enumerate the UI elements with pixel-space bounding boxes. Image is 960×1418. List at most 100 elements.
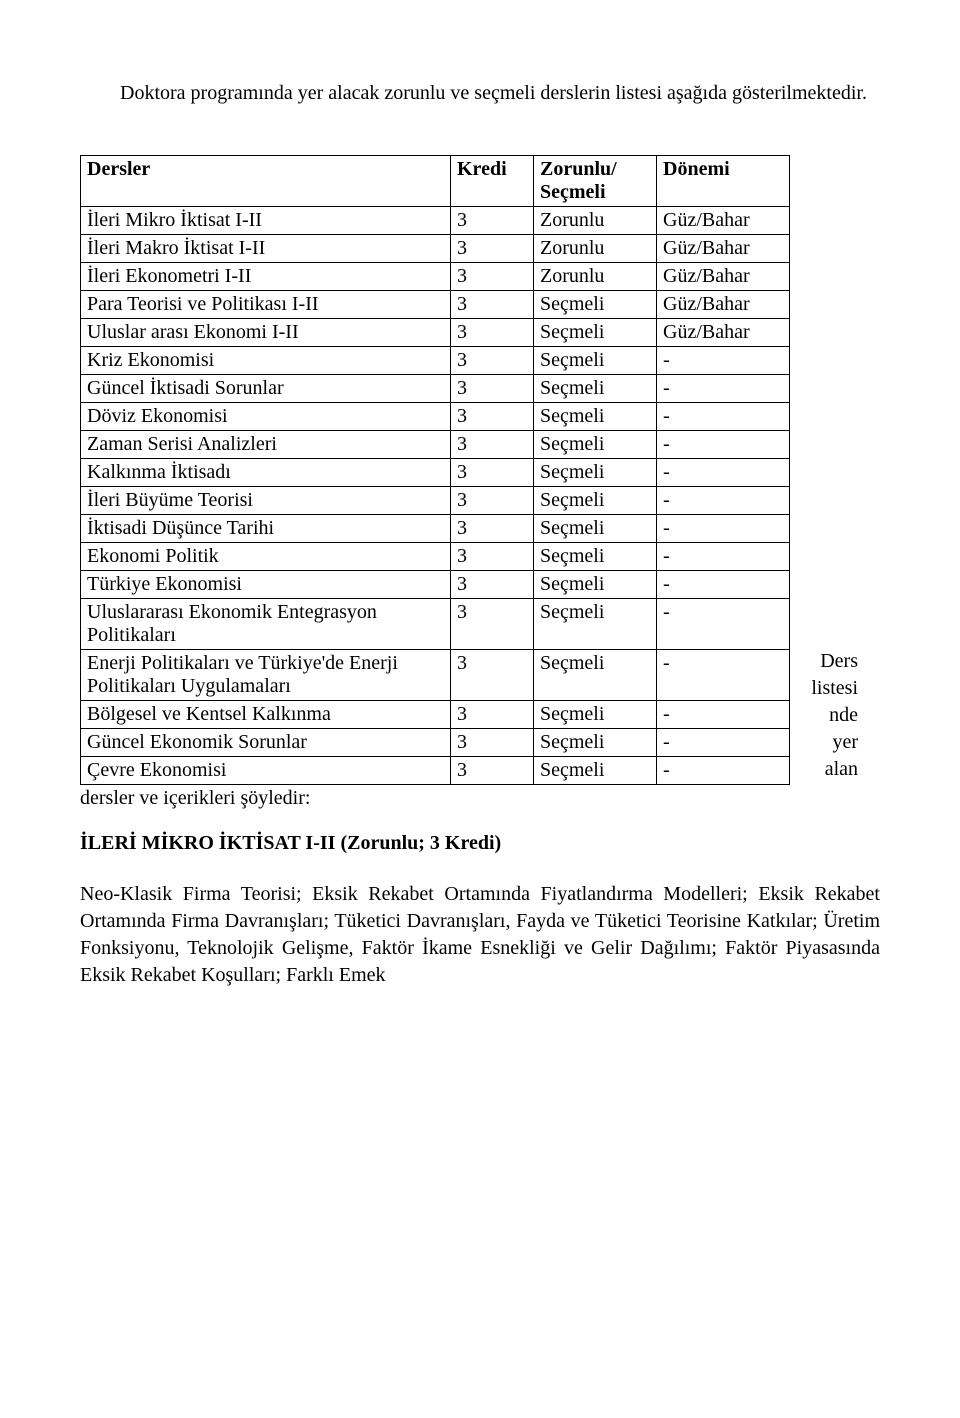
cell-zs: Seçmeli [534,729,657,757]
cell-donem: - [657,599,790,650]
cell-kredi: 3 [451,515,534,543]
col-kredi: Kredi [451,156,534,207]
col-donem: Dönemi [657,156,790,207]
cell-ders: İleri Büyüme Teorisi [81,487,451,515]
cell-kredi: 3 [451,375,534,403]
cell-ders: Ekonomi Politik [81,543,451,571]
cell-zs: Seçmeli [534,431,657,459]
side-note-line: listesi [811,677,858,699]
cell-zs: Seçmeli [534,701,657,729]
table-row: Enerji Politikaları ve Türkiye'de Enerji… [81,650,790,701]
cell-zs: Seçmeli [534,650,657,701]
cell-zs: Seçmeli [534,347,657,375]
table-row: Uluslararası Ekonomik Entegrasyon Politi… [81,599,790,650]
cell-donem: Güz/Bahar [657,235,790,263]
cell-ders: Güncel Ekonomik Sorunlar [81,729,451,757]
cell-ders: İleri Makro İktisat I-II [81,235,451,263]
cell-ders: Kalkınma İktisadı [81,459,451,487]
cell-zs: Zorunlu [534,263,657,291]
table-row: Kalkınma İktisadı3Seçmeli- [81,459,790,487]
courses-table: Dersler Kredi Zorunlu/ Seçmeli Dönemi İl… [80,155,790,785]
cell-zs: Seçmeli [534,543,657,571]
table-wrapper: Dersler Kredi Zorunlu/ Seçmeli Dönemi İl… [80,155,880,785]
col-dersler: Dersler [81,156,451,207]
cell-ders: Zaman Serisi Analizleri [81,431,451,459]
col-zorunlu-secmeli: Zorunlu/ Seçmeli [534,156,657,207]
cell-donem: - [657,515,790,543]
cell-kredi: 3 [451,291,534,319]
table-row: Bölgesel ve Kentsel Kalkınma3Seçmeli- [81,701,790,729]
side-note-line: yer [832,731,858,753]
cell-kredi: 3 [451,487,534,515]
cell-donem: - [657,431,790,459]
cell-kredi: 3 [451,650,534,701]
cell-zs: Seçmeli [534,487,657,515]
cell-donem: - [657,543,790,571]
cell-zs: Seçmeli [534,571,657,599]
side-note-line: Ders [820,650,858,672]
cell-zs: Seçmeli [534,515,657,543]
table-row: Para Teorisi ve Politikası I-II3SeçmeliG… [81,291,790,319]
cell-kredi: 3 [451,207,534,235]
cell-ders: Kriz Ekonomisi [81,347,451,375]
cell-ders: İktisadi Düşünce Tarihi [81,515,451,543]
cell-zs: Seçmeli [534,319,657,347]
cell-donem: - [657,347,790,375]
cell-donem: Güz/Bahar [657,291,790,319]
cell-donem: - [657,375,790,403]
cell-zs: Seçmeli [534,291,657,319]
cell-kredi: 3 [451,701,534,729]
section-heading: İLERİ MİKRO İKTİSAT I-II (Zorunlu; 3 Kre… [80,832,880,855]
cell-ders: İleri Ekonometri I-II [81,263,451,291]
side-note: Ders listesi nde yer alan [798,648,858,785]
cell-kredi: 3 [451,347,534,375]
cell-zs: Seçmeli [534,757,657,785]
body-paragraph: Neo-Klasik Firma Teorisi; Eksik Rekabet … [80,881,880,989]
table-row: İleri Makro İktisat I-II3ZorunluGüz/Baha… [81,235,790,263]
cell-donem: Güz/Bahar [657,319,790,347]
table-row: İktisadi Düşünce Tarihi3Seçmeli- [81,515,790,543]
cell-kredi: 3 [451,571,534,599]
cell-kredi: 3 [451,757,534,785]
zs-line1: Zorunlu/ [540,158,617,180]
table-row: Döviz Ekonomisi3Seçmeli- [81,403,790,431]
zs-line2: Seçmeli [540,181,606,203]
table-header-row: Dersler Kredi Zorunlu/ Seçmeli Dönemi [81,156,790,207]
table-row: İleri Ekonometri I-II3ZorunluGüz/Bahar [81,263,790,291]
table-body: İleri Mikro İktisat I-II3ZorunluGüz/Baha… [81,207,790,785]
cell-ders: Türkiye Ekonomisi [81,571,451,599]
cell-donem: - [657,403,790,431]
cell-kredi: 3 [451,235,534,263]
cell-donem: Güz/Bahar [657,207,790,235]
intro-paragraph: Doktora programında yer alacak zorunlu v… [80,80,880,107]
page: Doktora programında yer alacak zorunlu v… [0,0,960,1069]
cell-kredi: 3 [451,543,534,571]
cell-zs: Zorunlu [534,207,657,235]
cell-kredi: 3 [451,459,534,487]
cell-ders: Döviz Ekonomisi [81,403,451,431]
cell-zs: Zorunlu [534,235,657,263]
cell-donem: Güz/Bahar [657,263,790,291]
cell-kredi: 3 [451,263,534,291]
table-row: Çevre Ekonomisi3Seçmeli- [81,757,790,785]
cell-ders: Güncel İktisadi Sorunlar [81,375,451,403]
cell-zs: Seçmeli [534,403,657,431]
cell-ders: Uluslararası Ekonomik Entegrasyon Politi… [81,599,451,650]
cell-kredi: 3 [451,403,534,431]
cell-kredi: 3 [451,729,534,757]
side-note-line: nde [829,704,858,726]
cell-donem: - [657,729,790,757]
after-table-text: dersler ve içerikleri şöyledir: [80,785,880,812]
table-row: İleri Büyüme Teorisi3Seçmeli- [81,487,790,515]
cell-ders: Çevre Ekonomisi [81,757,451,785]
table-row: Güncel Ekonomik Sorunlar3Seçmeli- [81,729,790,757]
table-row: Ekonomi Politik3Seçmeli- [81,543,790,571]
cell-donem: - [657,701,790,729]
cell-kredi: 3 [451,319,534,347]
cell-donem: - [657,757,790,785]
table-row: Güncel İktisadi Sorunlar3Seçmeli- [81,375,790,403]
cell-kredi: 3 [451,431,534,459]
table-row: Uluslar arası Ekonomi I-II3SeçmeliGüz/Ba… [81,319,790,347]
side-note-line: alan [825,758,858,780]
cell-ders: Bölgesel ve Kentsel Kalkınma [81,701,451,729]
